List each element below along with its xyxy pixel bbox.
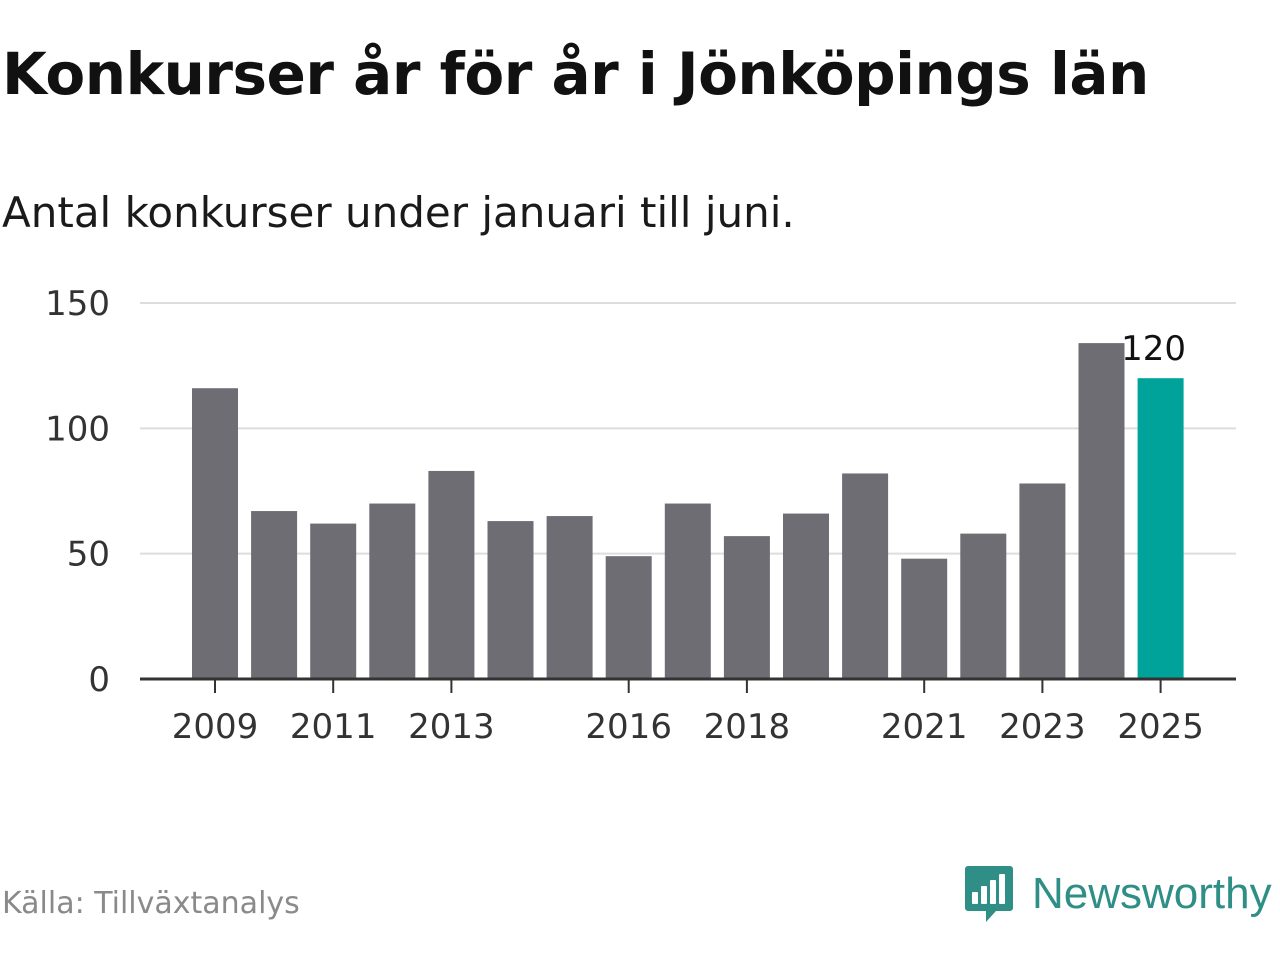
source-note: Källa: Tillväxtanalys (2, 886, 300, 921)
newsworthy-logo-icon (965, 866, 1013, 922)
bar-2018 (723, 536, 770, 679)
bar-2022 (960, 533, 1007, 679)
y-axis-ticks: 0 50 100 150 (45, 284, 110, 700)
y-tick-label: 150 (45, 284, 110, 324)
data-labels: 120 (1121, 329, 1186, 369)
x-tick-label: 2011 (290, 707, 377, 747)
bar-2025 (1137, 378, 1184, 679)
bar-2014 (487, 521, 534, 679)
bar-2010 (251, 511, 298, 679)
page-subtitle: Antal konkurser under januari till juni. (2, 188, 795, 237)
bar-2021 (901, 558, 948, 679)
bars (192, 343, 1184, 679)
x-axis-ticks: 2009 2011 2013 2016 2018 2021 2023 2025 (172, 679, 1204, 747)
y-tick-label: 100 (45, 409, 110, 449)
x-tick-label: 2025 (1117, 707, 1204, 747)
x-tick-label: 2018 (704, 707, 791, 747)
bar-2024 (1078, 343, 1125, 679)
x-tick-label: 2009 (172, 707, 259, 747)
bar-2020 (842, 473, 889, 679)
x-tick-label: 2021 (881, 707, 968, 747)
bar-2019 (783, 513, 829, 679)
y-tick-label: 0 (88, 660, 110, 700)
bar-2013 (428, 470, 475, 679)
bar-2011 (310, 523, 357, 679)
page-title: Konkurser år för år i Jönköpings län (2, 40, 1149, 108)
bar-2009 (192, 388, 238, 679)
data-label: 120 (1121, 329, 1186, 369)
x-tick-label: 2013 (408, 707, 495, 747)
brand-name: Newsworthy (1032, 869, 1272, 918)
bar-2017 (664, 503, 711, 679)
brand-logo: Newsworthy (964, 864, 1272, 924)
bar-2015 (546, 516, 593, 679)
bar-2016 (605, 556, 652, 679)
bar-2023 (1019, 483, 1066, 679)
x-tick-label: 2023 (999, 707, 1086, 747)
x-tick-label: 2016 (585, 707, 672, 747)
y-tick-label: 50 (67, 535, 110, 575)
bar-2012 (369, 503, 416, 679)
